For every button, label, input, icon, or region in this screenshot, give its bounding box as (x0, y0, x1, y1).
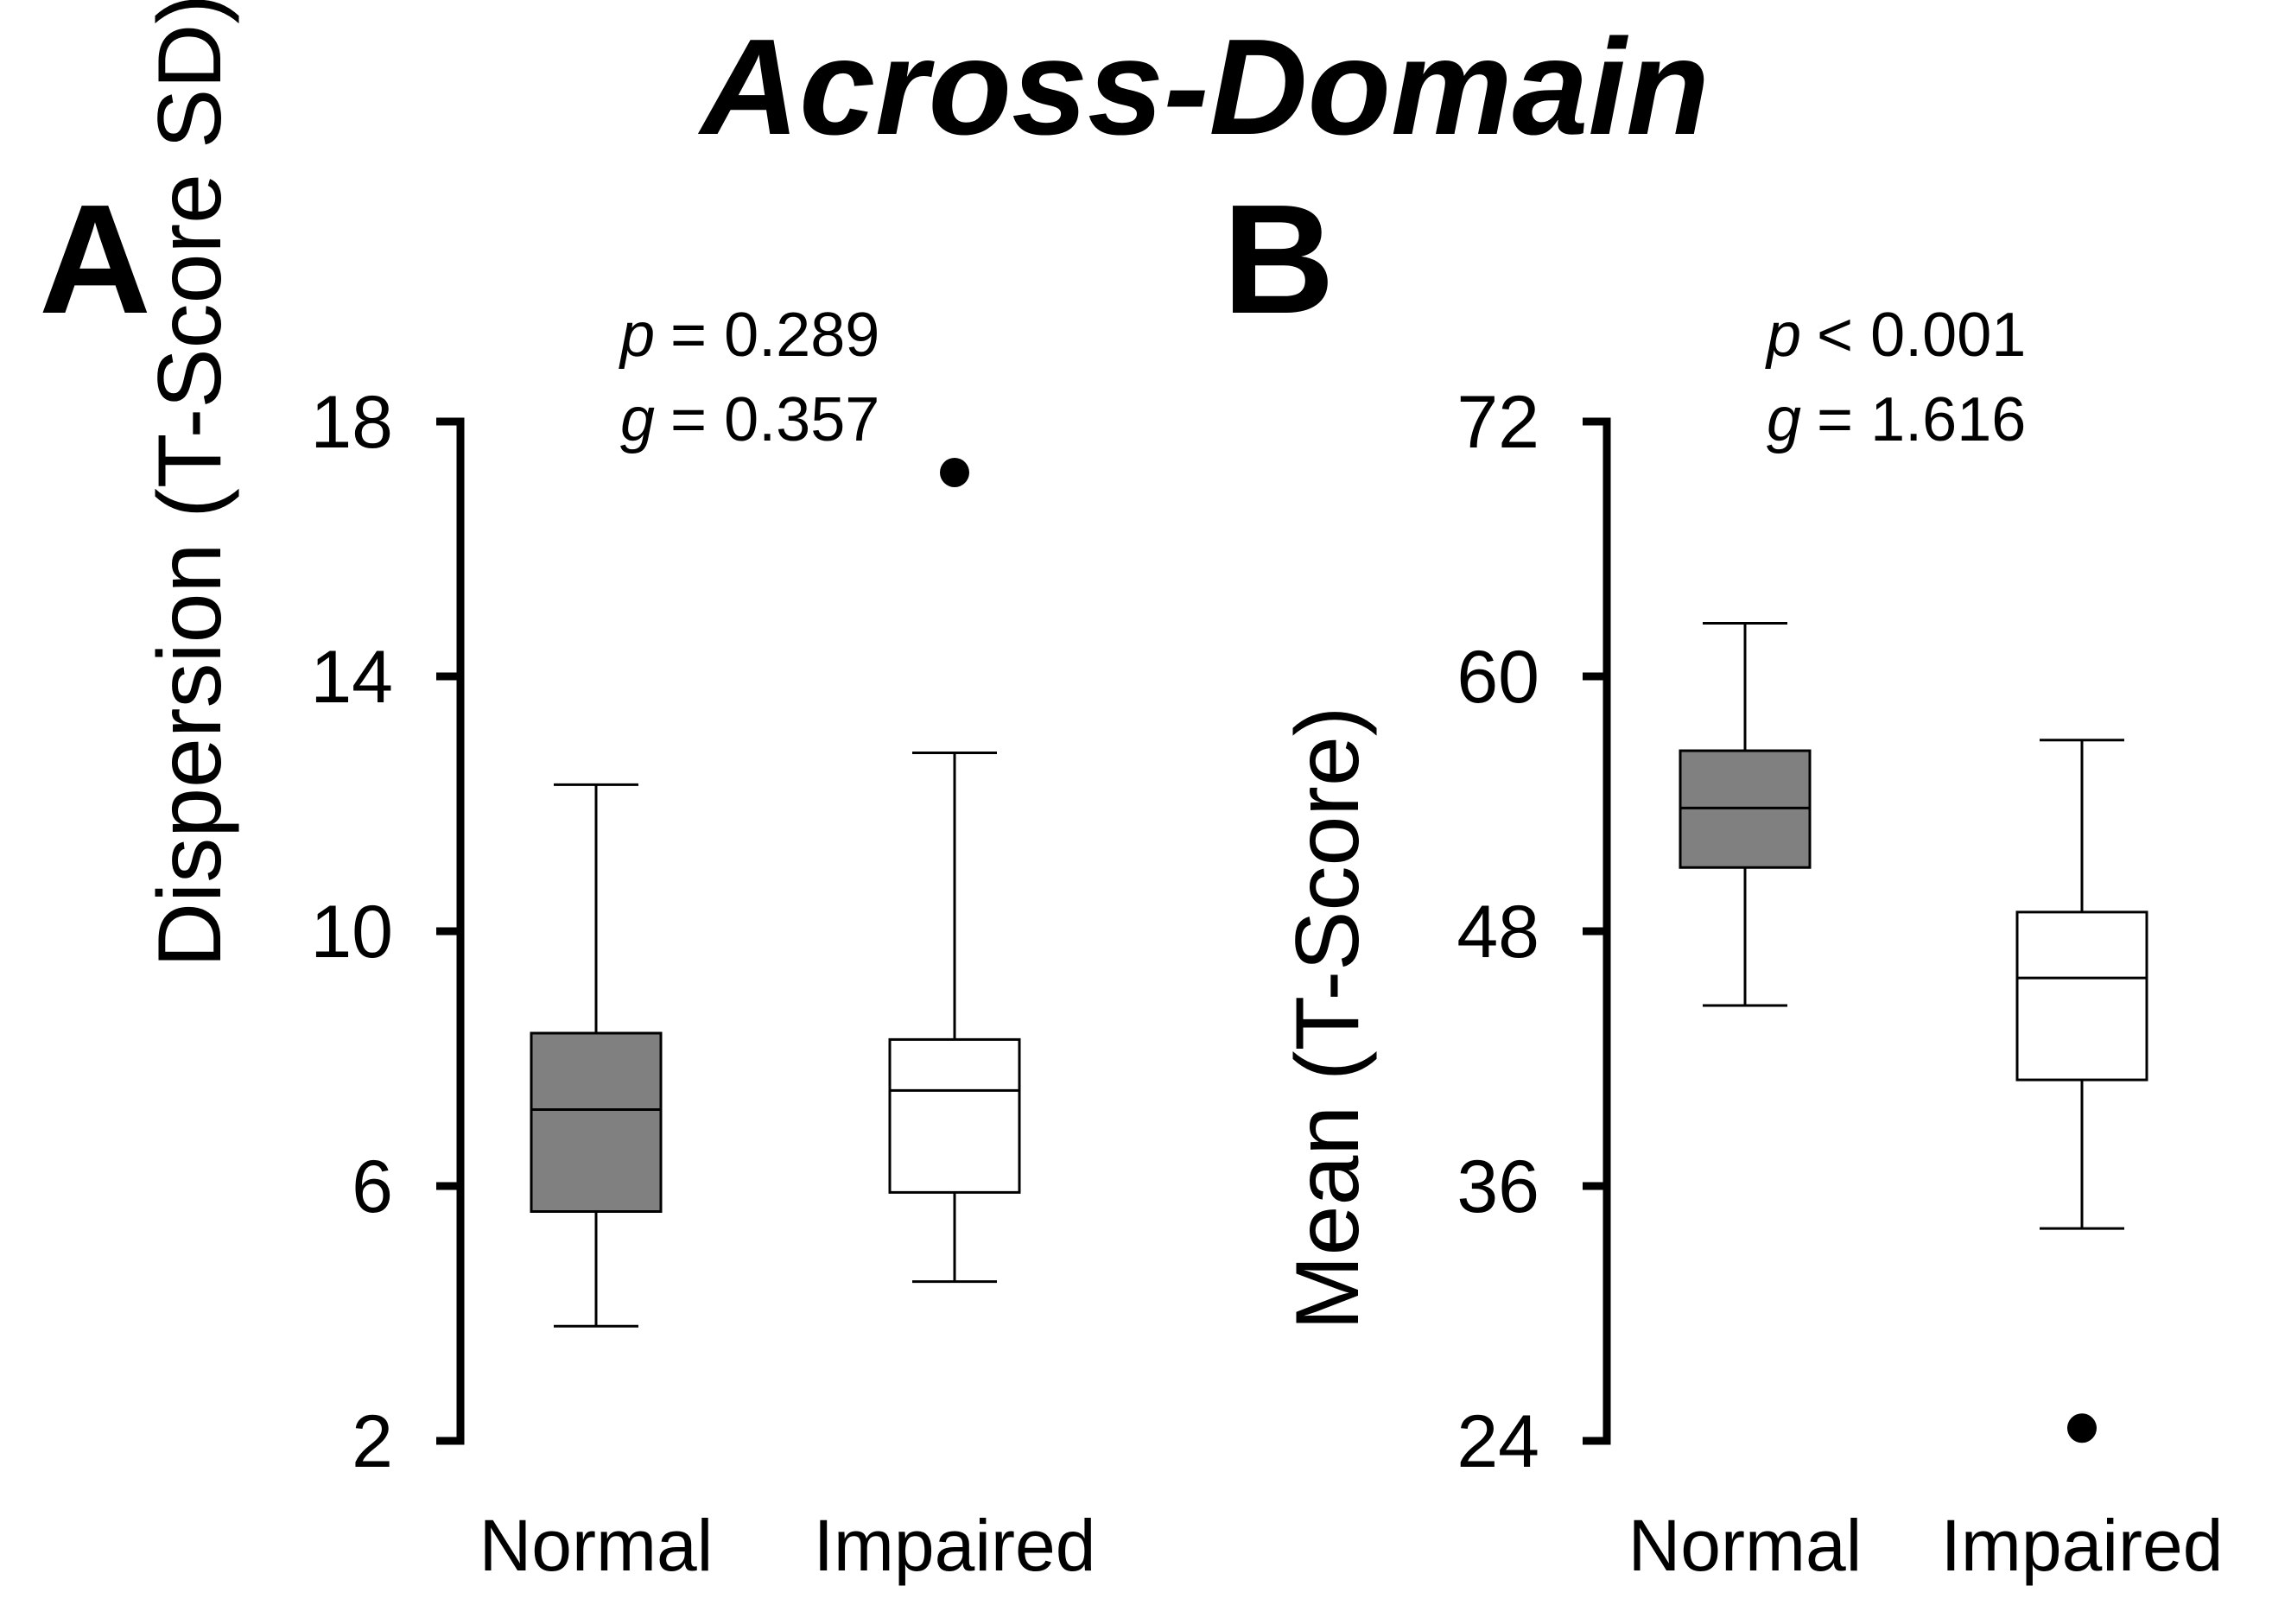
panel-a-y-tick-label: 10 (310, 891, 393, 974)
panel-b-y-tick-label: 36 (1456, 1145, 1539, 1228)
panel-b-p-text: < 0.001 (1817, 301, 2026, 370)
panel-b-g-value: g = 1.616 (1767, 385, 2026, 454)
panel-a-y-tick-label: 18 (310, 381, 393, 464)
panel-b-letter: B (1222, 173, 1335, 346)
figure-title: Across-Domain (697, 11, 1710, 163)
panel-a-plot: 2 6 10 14 18 Normal Impaired (310, 381, 1095, 1586)
panel-b-outlier-point (2067, 1413, 2097, 1443)
panel-b-y-axis-label: Mean (T-Score) (1278, 707, 1378, 1330)
panel-b-box-impaired (2015, 910, 2148, 1082)
panel-a: A Dispersion (T-Score SD) p = 0.289 g = 0.… (39, 0, 1095, 1586)
panel-a-category-label: Impaired (814, 1505, 1096, 1586)
panel-a-y-tick-label: 14 (310, 636, 393, 719)
panel-b-g-text: = 1.616 (1817, 385, 2026, 454)
panel-b-category-label: Impaired (1941, 1505, 2224, 1586)
panel-b-p-symbol: p (1765, 301, 1801, 370)
panel-a-y-tick-label: 2 (352, 1400, 393, 1483)
panel-b-y-tick-label: 24 (1456, 1400, 1539, 1483)
panel-a-y-tick-label: 6 (352, 1145, 393, 1228)
panel-a-box-impaired (888, 1037, 1021, 1194)
panel-a-p-symbol: p (619, 301, 655, 370)
panel-a-y-axis-label: Dispersion (T-Score SD) (140, 0, 240, 967)
panel-b: B Mean (T-Score) p < 0.001 g = 1.616 24 36 4… (1222, 173, 2223, 1586)
panel-a-p-value: p = 0.289 (619, 301, 879, 370)
panel-b-y-tick-label: 48 (1456, 891, 1539, 974)
panel-a-category-label: Normal (479, 1505, 714, 1586)
panel-b-category-label: Normal (1628, 1505, 1863, 1586)
panel-b-y-tick-label: 60 (1456, 636, 1539, 719)
panel-a-p-text: = 0.289 (670, 301, 879, 370)
panel-b-g-symbol: g (1767, 385, 1801, 454)
panel-b-y-tick-label: 72 (1456, 381, 1539, 464)
panel-b-plot: 24 36 48 60 72 Normal Impaired (1456, 381, 2223, 1586)
panel-a-outlier-point (940, 458, 969, 487)
panel-a-box-normal (530, 1031, 663, 1213)
panel-a-letter: A (39, 173, 151, 346)
panel-b-p-value: p < 0.001 (1765, 301, 2026, 370)
panel-a-g-text: = 0.357 (670, 385, 879, 454)
panel-a-g-symbol: g (620, 385, 655, 454)
panel-a-g-value: g = 0.357 (620, 385, 879, 454)
